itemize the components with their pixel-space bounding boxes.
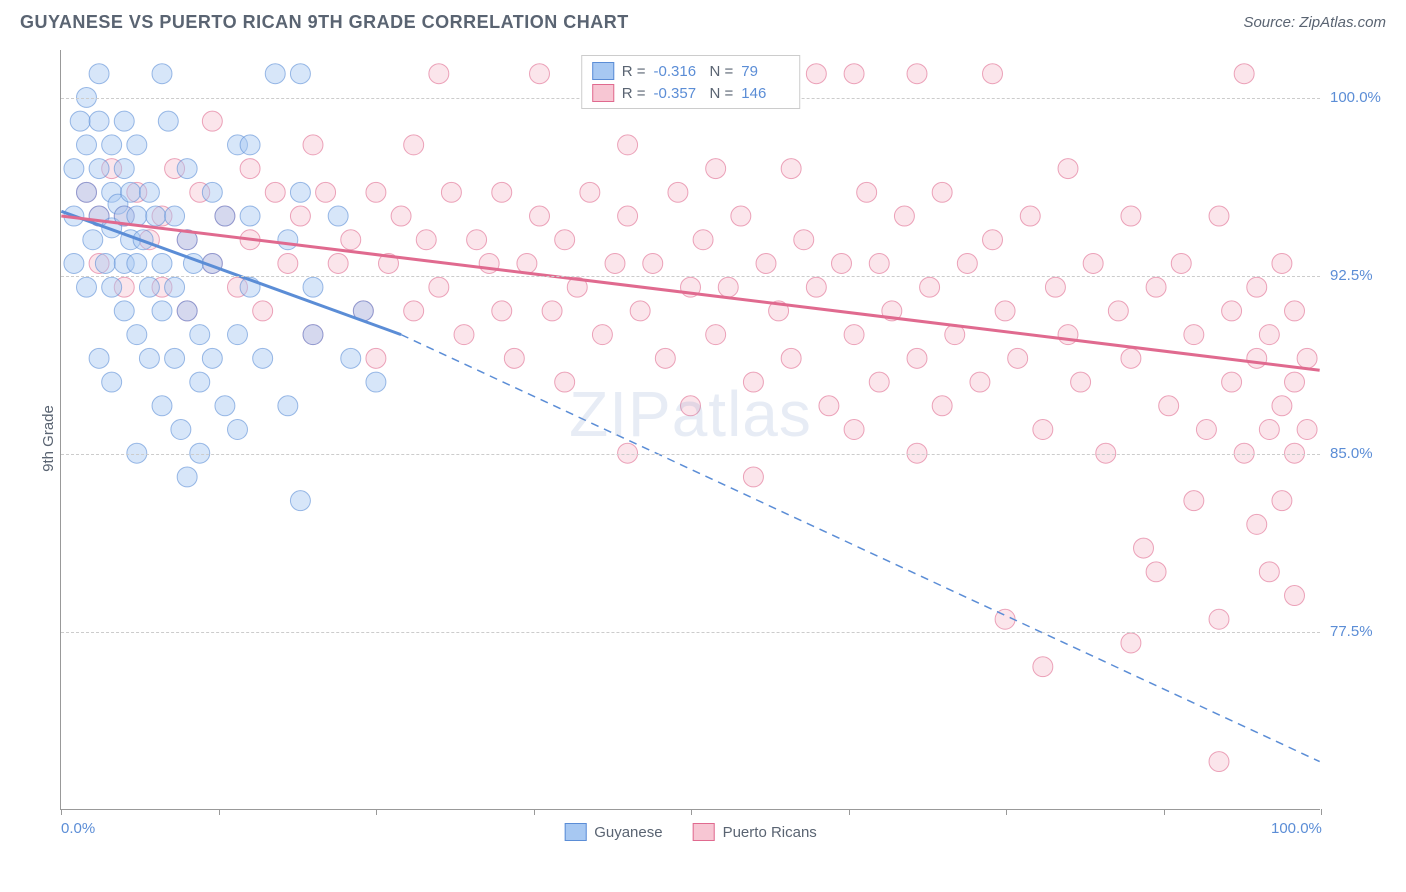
x-tick <box>376 809 377 815</box>
series-legend: Guyanese Puerto Ricans <box>564 823 817 841</box>
swatch-guyanese-bottom <box>564 823 586 841</box>
n-label: N = <box>710 63 734 80</box>
legend-label-guyanese: Guyanese <box>594 824 662 841</box>
gridline <box>61 632 1320 633</box>
legend-row-puertorican: R = -0.357 N = 146 <box>592 82 790 104</box>
x-tick <box>534 809 535 815</box>
n-value-guyanese: 79 <box>741 63 789 80</box>
chart-title: GUYANESE VS PUERTO RICAN 9TH GRADE CORRE… <box>20 12 629 33</box>
y-tick-label: 92.5% <box>1330 267 1390 284</box>
x-tick <box>1006 809 1007 815</box>
x-tick <box>61 809 62 815</box>
x-tick-label: 100.0% <box>1271 820 1322 837</box>
r-value-guyanese: -0.316 <box>654 63 702 80</box>
source-attribution: Source: ZipAtlas.com <box>1243 14 1386 31</box>
swatch-guyanese <box>592 62 614 80</box>
x-tick-label: 0.0% <box>61 820 95 837</box>
x-tick <box>219 809 220 815</box>
n-label: N = <box>710 85 734 102</box>
x-tick <box>1321 809 1322 815</box>
y-tick-label: 77.5% <box>1330 623 1390 640</box>
gridline <box>61 276 1320 277</box>
gridline <box>61 454 1320 455</box>
x-tick <box>849 809 850 815</box>
x-tick <box>691 809 692 815</box>
legend-item-puertorican: Puerto Ricans <box>693 823 817 841</box>
legend-label-puertorican: Puerto Ricans <box>723 824 817 841</box>
y-tick-label: 100.0% <box>1330 89 1390 106</box>
y-axis-label: 9th Grade <box>40 405 57 472</box>
r-label: R = <box>622 85 646 102</box>
legend-row-guyanese: R = -0.316 N = 79 <box>592 60 790 82</box>
y-tick-label: 85.0% <box>1330 445 1390 462</box>
scatter-plot-svg <box>61 50 1320 809</box>
legend-item-guyanese: Guyanese <box>564 823 662 841</box>
swatch-puertorican-bottom <box>693 823 715 841</box>
chart-plot-area: ZIPatlas R = -0.316 N = 79 R = -0.357 N … <box>60 50 1320 810</box>
r-value-puertorican: -0.357 <box>654 85 702 102</box>
n-value-puertorican: 146 <box>741 85 789 102</box>
x-tick <box>1164 809 1165 815</box>
correlation-legend: R = -0.316 N = 79 R = -0.357 N = 146 <box>581 55 801 109</box>
r-label: R = <box>622 63 646 80</box>
swatch-puertorican <box>592 84 614 102</box>
